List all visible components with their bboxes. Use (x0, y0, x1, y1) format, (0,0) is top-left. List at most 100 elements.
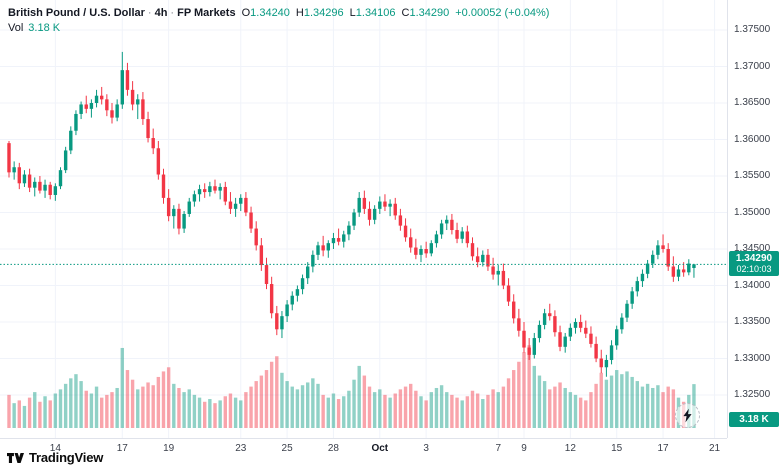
candle-body[interactable] (280, 316, 284, 330)
candle-body[interactable] (640, 273, 645, 282)
candle-body[interactable] (74, 113, 78, 131)
candle-body[interactable] (151, 138, 155, 149)
candle-body[interactable] (687, 263, 691, 273)
candle-body[interactable] (94, 95, 99, 103)
volume-label[interactable]: Vol (8, 22, 24, 34)
candle-body[interactable] (53, 186, 58, 195)
candle-body[interactable] (213, 186, 217, 191)
candle-body[interactable] (496, 270, 500, 275)
candle-body[interactable] (429, 243, 433, 254)
candle-body[interactable] (17, 167, 21, 184)
candle-body[interactable] (625, 303, 629, 318)
candle-body[interactable] (197, 189, 202, 195)
candle-body[interactable] (666, 249, 670, 267)
candle-body[interactable] (228, 201, 233, 209)
candle-body[interactable] (661, 245, 665, 249)
candle-body[interactable] (615, 329, 619, 346)
candle-body[interactable] (692, 264, 696, 268)
candle-body[interactable] (311, 254, 315, 267)
candle-body[interactable] (146, 119, 150, 139)
candle-body[interactable] (403, 225, 408, 238)
candle-body[interactable] (599, 358, 603, 368)
candle-body[interactable] (558, 332, 562, 347)
candle-body[interactable] (249, 212, 253, 229)
candle-body[interactable] (89, 103, 94, 109)
candle-body[interactable] (38, 181, 42, 191)
candle-body[interactable] (43, 184, 47, 191)
candle-body[interactable] (233, 203, 238, 209)
candle-body[interactable] (177, 208, 181, 229)
candle-body[interactable] (300, 278, 305, 290)
candle-body[interactable] (604, 359, 609, 368)
candle-body[interactable] (656, 245, 660, 255)
candle-body[interactable] (136, 99, 140, 105)
candle-body[interactable] (187, 201, 191, 214)
candle-body[interactable] (125, 70, 130, 90)
candle-body[interactable] (239, 197, 243, 204)
candle-body[interactable] (259, 245, 264, 266)
candle-body[interactable] (445, 219, 449, 224)
candle-body[interactable] (166, 197, 171, 217)
candle-body[interactable] (450, 219, 454, 231)
candle-body[interactable] (33, 181, 37, 188)
candle-body[interactable] (465, 231, 470, 244)
candle-body[interactable] (470, 243, 475, 257)
candle-body[interactable] (290, 295, 294, 305)
candle-body[interactable] (347, 225, 351, 235)
candle-body[interactable] (491, 266, 495, 275)
candle-body[interactable] (130, 89, 135, 105)
price-axis[interactable]: 1.34290 02:10:03 3.18 K 1.37500 1.37000 1.… (727, 0, 780, 438)
chart-canvas[interactable] (0, 0, 727, 438)
candle-body[interactable] (218, 186, 222, 191)
candle-body[interactable] (506, 285, 511, 302)
candle-body[interactable] (651, 254, 655, 264)
candle-body[interactable] (481, 254, 485, 263)
candle-body[interactable] (620, 317, 624, 330)
candle-body[interactable] (362, 197, 367, 209)
candle-body[interactable] (79, 104, 83, 114)
chart-pane[interactable]: British Pound / U.S. Dollar · 4h · FP Market… (0, 0, 727, 438)
candle-body[interactable] (120, 70, 124, 105)
candle-body[interactable] (342, 234, 346, 242)
candle-body[interactable] (203, 189, 207, 193)
candle-body[interactable] (542, 313, 547, 325)
candle-body[interactable] (563, 336, 567, 347)
time-axis[interactable]: 14 17 19 23 25 28 Oct 3 7 9 12 15 17 21 (0, 438, 727, 470)
candle-body[interactable] (645, 263, 650, 274)
candle-body[interactable] (100, 95, 104, 100)
candle-body[interactable] (254, 228, 258, 246)
candle-body[interactable] (594, 343, 598, 359)
candle-body[interactable] (141, 99, 145, 120)
candle-body[interactable] (192, 194, 197, 202)
candle-body[interactable] (352, 212, 356, 226)
candle-body[interactable] (424, 249, 428, 254)
candle-body[interactable] (532, 338, 536, 355)
candle-body[interactable] (172, 208, 176, 217)
boost-button[interactable] (675, 403, 700, 428)
candle-body[interactable] (584, 327, 588, 334)
candle-body[interactable] (501, 270, 506, 286)
candle-body[interactable] (522, 330, 526, 348)
candle-body[interactable] (475, 256, 480, 263)
candle-body[interactable] (527, 347, 531, 355)
candle-body[interactable] (269, 284, 274, 314)
candle-body[interactable] (568, 327, 573, 337)
candle-body[interactable] (326, 243, 330, 251)
candle-body[interactable] (367, 208, 372, 220)
candle-body[interactable] (48, 184, 52, 195)
candle-body[interactable] (383, 201, 387, 207)
candle-body[interactable] (609, 345, 614, 360)
tradingview-wordmark[interactable]: TradingView (29, 450, 104, 465)
candle-body[interactable] (84, 104, 88, 109)
candle-body[interactable] (419, 249, 423, 255)
candle-body[interactable] (372, 208, 377, 220)
candle-body[interactable] (331, 238, 336, 244)
candle-body[interactable] (264, 265, 269, 285)
candle-body[interactable] (316, 245, 320, 255)
candle-body[interactable] (69, 130, 73, 151)
candle-body[interactable] (671, 266, 676, 277)
candle-body[interactable] (161, 174, 166, 198)
candle-body[interactable] (635, 281, 639, 292)
candle-body[interactable] (58, 170, 63, 187)
candle-body[interactable] (388, 203, 392, 207)
